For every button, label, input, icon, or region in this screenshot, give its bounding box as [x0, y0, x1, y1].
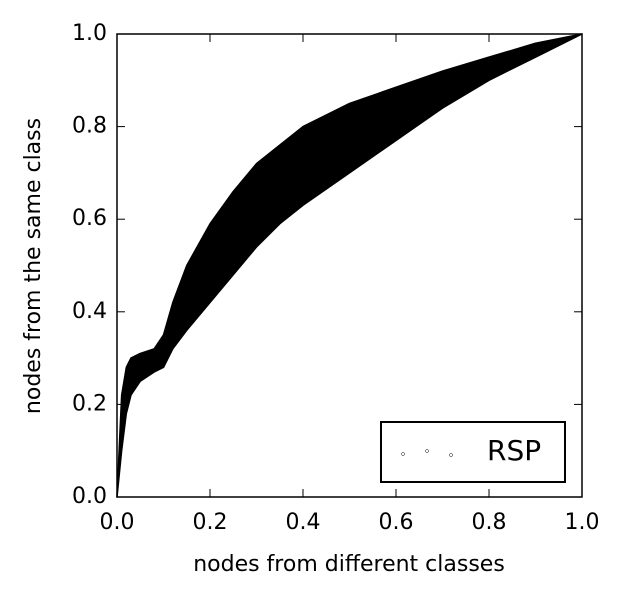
- x-tick-label: 1.0: [565, 510, 600, 535]
- legend-box: [380, 421, 566, 483]
- y-tick-label: 0.8: [72, 114, 107, 139]
- y-tick-label: 0.2: [72, 391, 107, 416]
- x-axis-label: nodes from different classes: [193, 552, 505, 577]
- y-tick-label: 0.4: [72, 299, 107, 324]
- y-tick-label: 0.0: [72, 484, 107, 509]
- x-tick-label: 0.0: [100, 510, 135, 535]
- legend-marker: [425, 449, 429, 453]
- plot-frame: [116, 33, 583, 498]
- legend-label: RSP: [487, 434, 541, 467]
- x-tick-label: 0.8: [472, 510, 507, 535]
- x-tick-label: 0.2: [193, 510, 228, 535]
- y-tick-label: 1.0: [72, 21, 107, 46]
- legend: RSP: [380, 421, 566, 483]
- x-tick-label: 0.6: [379, 510, 414, 535]
- legend-marker: [449, 453, 453, 457]
- y-axis-label: nodes from the same class: [21, 118, 46, 414]
- legend-marker: [401, 452, 405, 456]
- y-tick-label: 0.6: [72, 206, 107, 231]
- x-tick-label: 0.4: [286, 510, 321, 535]
